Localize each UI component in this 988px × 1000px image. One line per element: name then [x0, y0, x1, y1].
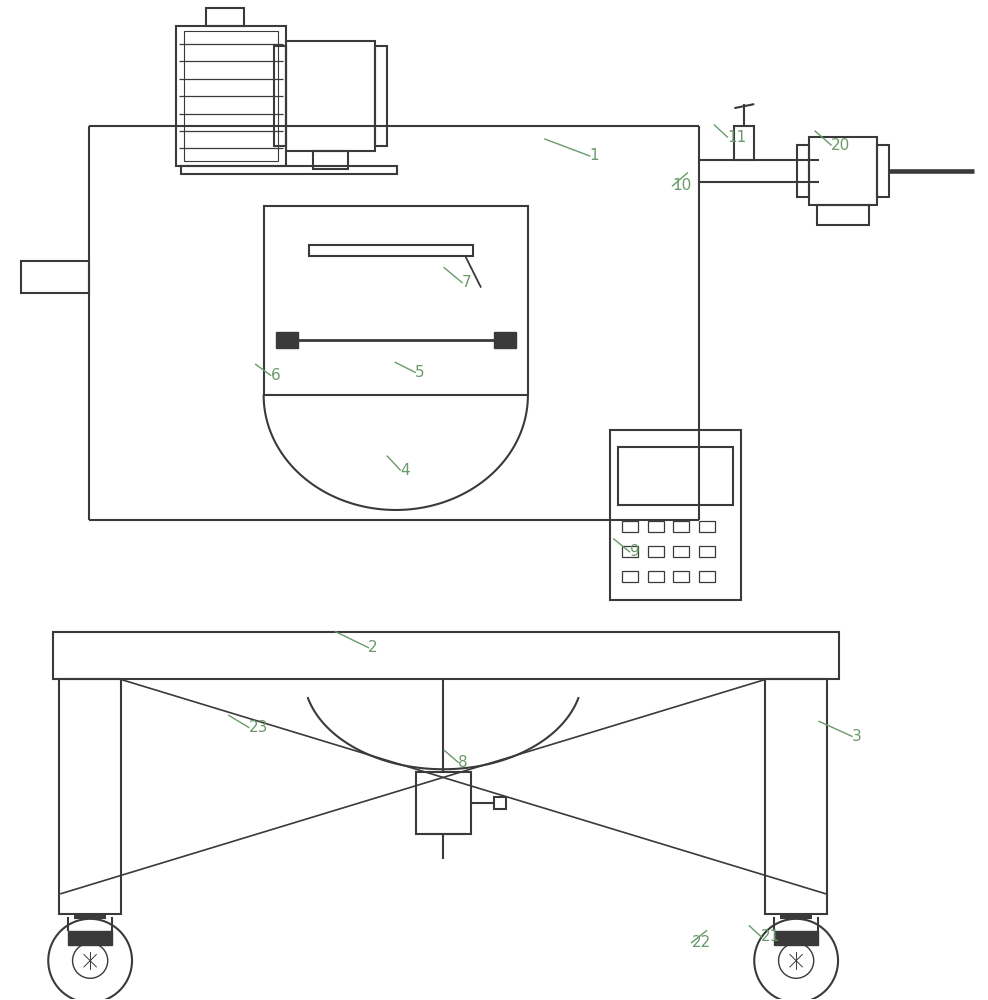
Bar: [797, 145, 809, 197]
Bar: [68, 931, 112, 945]
Text: 5: 5: [415, 365, 425, 380]
Text: 3: 3: [852, 729, 862, 744]
Bar: [809, 137, 877, 205]
Bar: [286, 41, 375, 151]
Bar: [181, 166, 397, 174]
Bar: [674, 571, 690, 582]
Text: 6: 6: [271, 368, 281, 383]
Bar: [276, 332, 297, 348]
Text: 7: 7: [462, 275, 471, 290]
Bar: [610, 430, 741, 600]
Bar: [674, 546, 690, 557]
Bar: [647, 521, 664, 532]
Bar: [176, 26, 286, 166]
Bar: [621, 571, 637, 582]
Bar: [734, 126, 754, 160]
Bar: [817, 205, 868, 225]
Bar: [53, 632, 839, 679]
Text: 11: 11: [727, 130, 747, 145]
Bar: [674, 521, 690, 532]
Bar: [700, 546, 715, 557]
Bar: [274, 46, 286, 146]
Text: 23: 23: [249, 720, 268, 735]
Bar: [766, 679, 827, 914]
Bar: [184, 31, 278, 161]
Bar: [618, 447, 733, 505]
Text: 21: 21: [761, 929, 781, 944]
Bar: [206, 8, 244, 26]
Bar: [375, 46, 387, 146]
Bar: [647, 571, 664, 582]
Bar: [495, 797, 507, 809]
Bar: [264, 206, 528, 395]
Bar: [494, 332, 516, 348]
Bar: [775, 931, 818, 945]
Bar: [59, 679, 122, 914]
Text: 8: 8: [458, 755, 467, 770]
Text: 10: 10: [673, 178, 692, 193]
Text: 4: 4: [400, 463, 410, 478]
Bar: [647, 546, 664, 557]
Text: 1: 1: [590, 148, 600, 163]
Text: 2: 2: [369, 640, 378, 655]
Bar: [313, 151, 348, 169]
Bar: [22, 261, 89, 293]
Text: 22: 22: [692, 935, 710, 950]
Bar: [700, 571, 715, 582]
Bar: [877, 145, 889, 197]
Bar: [308, 245, 473, 256]
Bar: [700, 521, 715, 532]
Bar: [621, 546, 637, 557]
Text: 20: 20: [831, 138, 851, 153]
Bar: [621, 521, 637, 532]
Bar: [416, 772, 470, 834]
Text: 9: 9: [629, 544, 639, 559]
